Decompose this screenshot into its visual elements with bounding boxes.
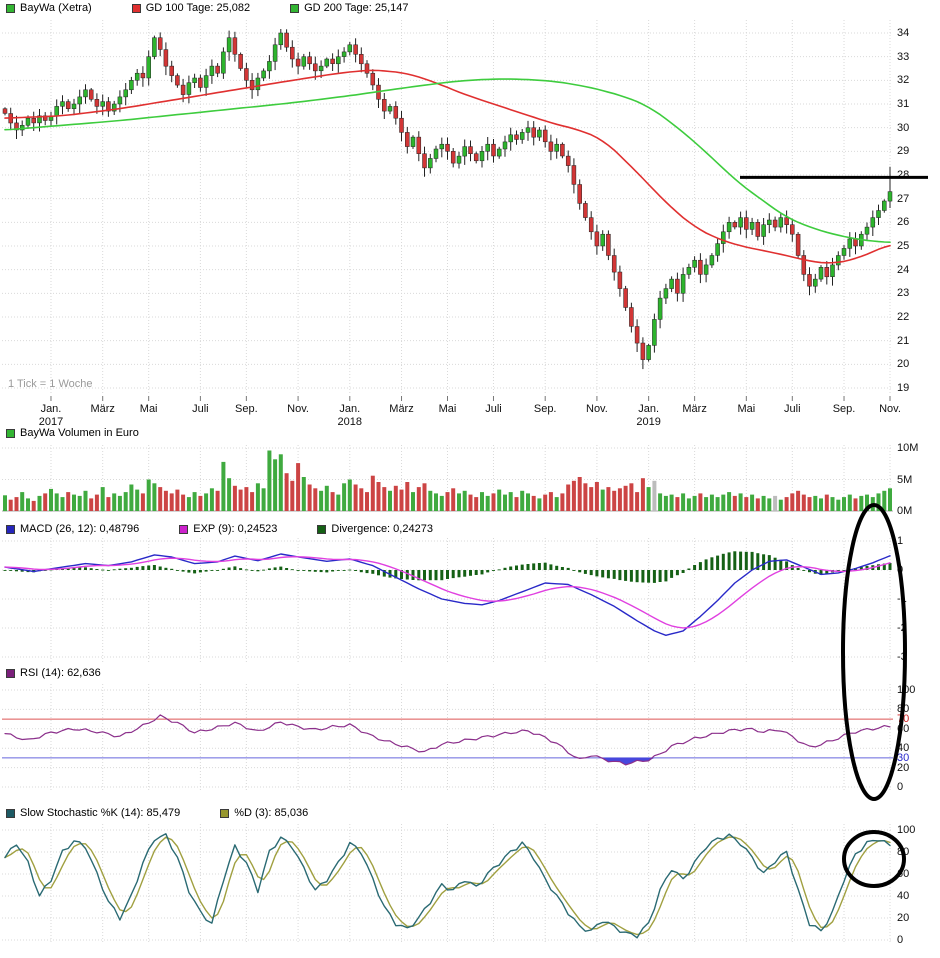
volume-series-label: BayWa Volumen in Euro: [20, 427, 139, 439]
gd200-line: [4, 78, 891, 243]
exp-series-swatch: [179, 524, 189, 534]
divergence-series-swatch: [317, 524, 327, 534]
baywa-series-swatch: [6, 3, 15, 13]
macd-legend: MACD (26, 12): 0,48796 EXP (9): 0,24523 …: [6, 523, 473, 535]
rsi-line: [4, 714, 891, 766]
price-legend: BayWa (Xetra) GD 100 Tage: 25,082 GD 200…: [6, 2, 449, 14]
legend-volume: BayWa Volumen in Euro: [6, 427, 139, 439]
macd-line: [4, 553, 891, 636]
rsi-series-swatch: [6, 668, 15, 678]
gd100-series-swatch: [131, 3, 141, 13]
volume-series-swatch: [6, 428, 15, 438]
stoch-d-series-label: %D (3): 85,036: [234, 807, 309, 819]
legend-rsi: RSI (14): 62,636: [6, 667, 101, 679]
gd200-series-swatch: [290, 3, 300, 13]
baywa-series-label: BayWa (Xetra): [20, 2, 92, 14]
macd-series-label: MACD (26, 12): 0,48796: [20, 523, 140, 535]
candlestick-series: [2, 29, 893, 370]
stoch-k-line: [4, 833, 891, 939]
exp-series-label: EXP (9): 0,24523: [193, 523, 278, 535]
legend-baywa: BayWa (Xetra): [6, 2, 92, 14]
legend-gd100: GD 100 Tage: 25,082: [131, 2, 251, 14]
stoch-k-series-label: Slow Stochastic %K (14): 85,479: [20, 807, 181, 819]
rsi-legend: RSI (14): 62,636: [6, 667, 141, 679]
stoch-k-series-swatch: [6, 808, 15, 818]
exp-signal-line: [4, 556, 891, 629]
gd200-series-label: GD 200 Tage: 25,147: [304, 2, 409, 14]
macd-series-swatch: [6, 524, 15, 534]
gd100-series-label: GD 100 Tage: 25,082: [145, 2, 251, 14]
legend-exp: EXP (9): 0,24523: [179, 523, 277, 535]
volume-bars: [3, 450, 892, 512]
tick-note: 1 Tick = 1 Woche: [8, 378, 93, 390]
stoch-d-series-swatch: [220, 808, 230, 818]
legend-divergence: Divergence: 0,24273: [317, 523, 433, 535]
stoch-d-line: [4, 836, 891, 936]
gd100-line: [4, 69, 891, 264]
legend-stoch-k: Slow Stochastic %K (14): 85,479: [6, 807, 180, 819]
stoch-legend: Slow Stochastic %K (14): 85,479 %D (3): …: [6, 807, 348, 819]
legend-gd200: GD 200 Tage: 25,147: [290, 2, 409, 14]
legend-stoch-d: %D (3): 85,036: [220, 807, 308, 819]
volume-legend: BayWa Volumen in Euro: [6, 427, 179, 439]
rsi-series-label: RSI (14): 62,636: [20, 667, 101, 679]
divergence-series-label: Divergence: 0,24273: [331, 523, 433, 535]
legend-macd: MACD (26, 12): 0,48796: [6, 523, 139, 535]
